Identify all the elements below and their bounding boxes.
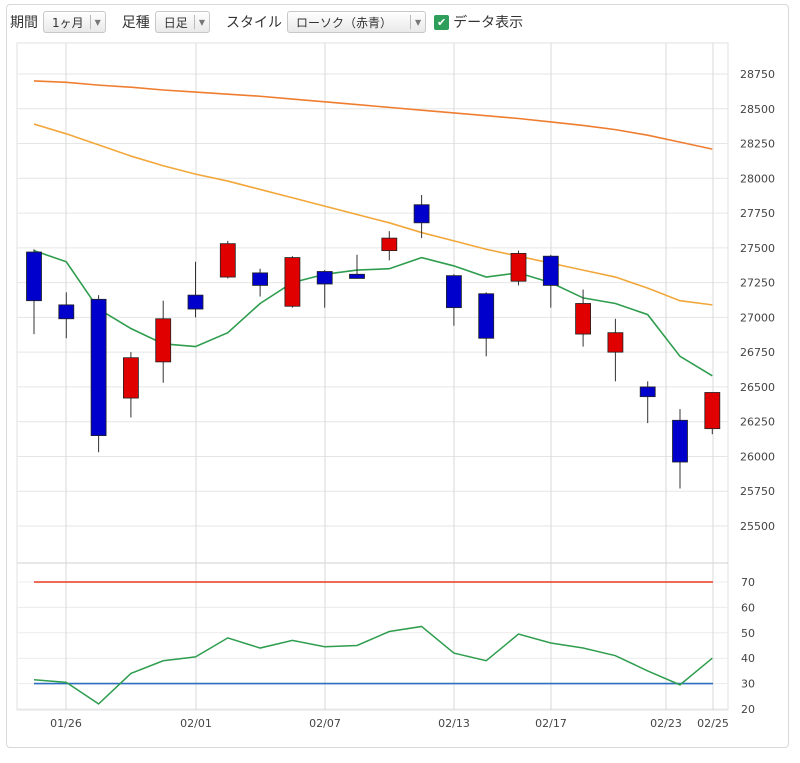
x-tick-label: 01/26 bbox=[50, 717, 82, 730]
candle-body-down bbox=[542, 255, 559, 286]
candle-body-down bbox=[478, 293, 495, 339]
moving-average-line bbox=[33, 80, 713, 150]
candle bbox=[381, 231, 398, 261]
style-value: ローソク（赤青） bbox=[295, 15, 392, 30]
candle bbox=[413, 194, 430, 239]
moving-average-line bbox=[33, 249, 713, 377]
candle-body-down bbox=[672, 419, 688, 463]
data-display-checkbox[interactable]: ✔ データ表示 bbox=[434, 12, 523, 32]
x-tick-label: 02/13 bbox=[438, 717, 470, 730]
candle-body-up bbox=[704, 392, 721, 430]
candle-body-down bbox=[445, 275, 462, 309]
candle bbox=[510, 250, 527, 286]
period-value: 1ヶ月 bbox=[52, 15, 84, 30]
y-tick-label: 70 bbox=[741, 576, 755, 589]
candle bbox=[26, 249, 42, 335]
y-tick-label: 26000 bbox=[740, 450, 775, 463]
candle-body-up bbox=[381, 237, 398, 252]
chevron-down-icon: ▼ bbox=[94, 17, 101, 27]
y-tick-label: 26250 bbox=[740, 416, 775, 429]
candle bbox=[284, 256, 301, 308]
y-tick-label: 28000 bbox=[740, 172, 775, 185]
candle-body-up bbox=[575, 303, 591, 335]
chevron-down-icon: ▼ bbox=[414, 17, 422, 27]
ashi-label: 足種 bbox=[121, 15, 150, 31]
candle-body-down bbox=[413, 204, 430, 224]
data-display-label: データ表示 bbox=[453, 15, 524, 31]
candle bbox=[607, 318, 624, 382]
candle bbox=[90, 295, 107, 453]
candle bbox=[123, 352, 139, 418]
candle bbox=[187, 261, 204, 318]
y-tick-label: 30 bbox=[741, 678, 755, 691]
x-tick-label: 02/17 bbox=[535, 717, 567, 730]
candle-body-down bbox=[187, 294, 204, 310]
candle bbox=[252, 268, 269, 297]
candle-body-down bbox=[252, 272, 269, 286]
style-select[interactable]: ローソク（赤青） ▼ bbox=[286, 11, 427, 33]
moving-average-line bbox=[33, 123, 713, 306]
candle bbox=[478, 292, 495, 357]
x-tick-label: 02/07 bbox=[309, 717, 341, 730]
chevron-down-icon: ▼ bbox=[198, 17, 205, 27]
checkmark-icon: ✔ bbox=[434, 14, 450, 30]
ashi-value: 日足 bbox=[163, 15, 188, 30]
candle bbox=[575, 289, 591, 347]
period-select[interactable]: 1ヶ月 ▼ bbox=[43, 11, 106, 33]
candle bbox=[672, 409, 688, 489]
y-tick-label: 50 bbox=[741, 627, 755, 640]
candle bbox=[445, 274, 462, 326]
y-tick-label: 28250 bbox=[740, 138, 775, 151]
candle-body-up bbox=[155, 318, 172, 363]
candle bbox=[704, 392, 721, 435]
candle bbox=[639, 381, 656, 424]
y-tick-label: 27500 bbox=[740, 242, 775, 255]
candle bbox=[349, 254, 365, 279]
style-label: スタイル bbox=[225, 15, 282, 31]
y-tick-label: 26750 bbox=[740, 346, 775, 359]
candle-body-up bbox=[219, 243, 236, 278]
candle-body-up bbox=[510, 253, 527, 282]
candle bbox=[219, 240, 236, 279]
candle-body-up bbox=[123, 357, 139, 399]
y-tick-label: 27250 bbox=[740, 277, 775, 290]
candle bbox=[542, 254, 559, 308]
oscillator-line bbox=[33, 625, 713, 705]
candle bbox=[155, 300, 172, 383]
y-tick-label: 40 bbox=[741, 652, 755, 665]
candle-body-down bbox=[90, 298, 107, 437]
chart-toolbar: 期間 1ヶ月 ▼ 足種 日足 ▼ スタイル ローソク（赤青） ▼ ✔ データ表示 bbox=[10, 9, 523, 35]
candle-body-down bbox=[349, 273, 365, 279]
candle-body-up bbox=[284, 257, 301, 307]
candle-body-down bbox=[26, 251, 42, 302]
plot-area bbox=[16, 42, 729, 711]
candle-body-up bbox=[607, 332, 624, 353]
y-tick-label: 26500 bbox=[740, 381, 775, 394]
x-tick-label: 02/01 bbox=[180, 717, 212, 730]
ashi-select[interactable]: 日足 ▼ bbox=[154, 11, 210, 33]
y-tick-label: 28500 bbox=[740, 103, 775, 116]
period-label: 期間 bbox=[10, 15, 38, 31]
candle-body-down bbox=[639, 386, 656, 398]
candle bbox=[316, 270, 333, 308]
y-tick-label: 60 bbox=[741, 601, 755, 614]
candle-body-down bbox=[316, 271, 333, 285]
y-tick-label: 27000 bbox=[740, 311, 775, 324]
y-tick-label: 27750 bbox=[740, 207, 775, 220]
y-tick-label: 25500 bbox=[740, 520, 775, 533]
x-tick-label: 02/23 bbox=[650, 717, 682, 730]
x-tick-label: 02/25 bbox=[697, 717, 729, 730]
y-tick-label: 25750 bbox=[740, 485, 775, 498]
y-tick-label: 20 bbox=[741, 703, 755, 716]
candle bbox=[58, 292, 75, 339]
candle-body-down bbox=[58, 304, 75, 320]
y-tick-label: 28750 bbox=[740, 68, 775, 81]
